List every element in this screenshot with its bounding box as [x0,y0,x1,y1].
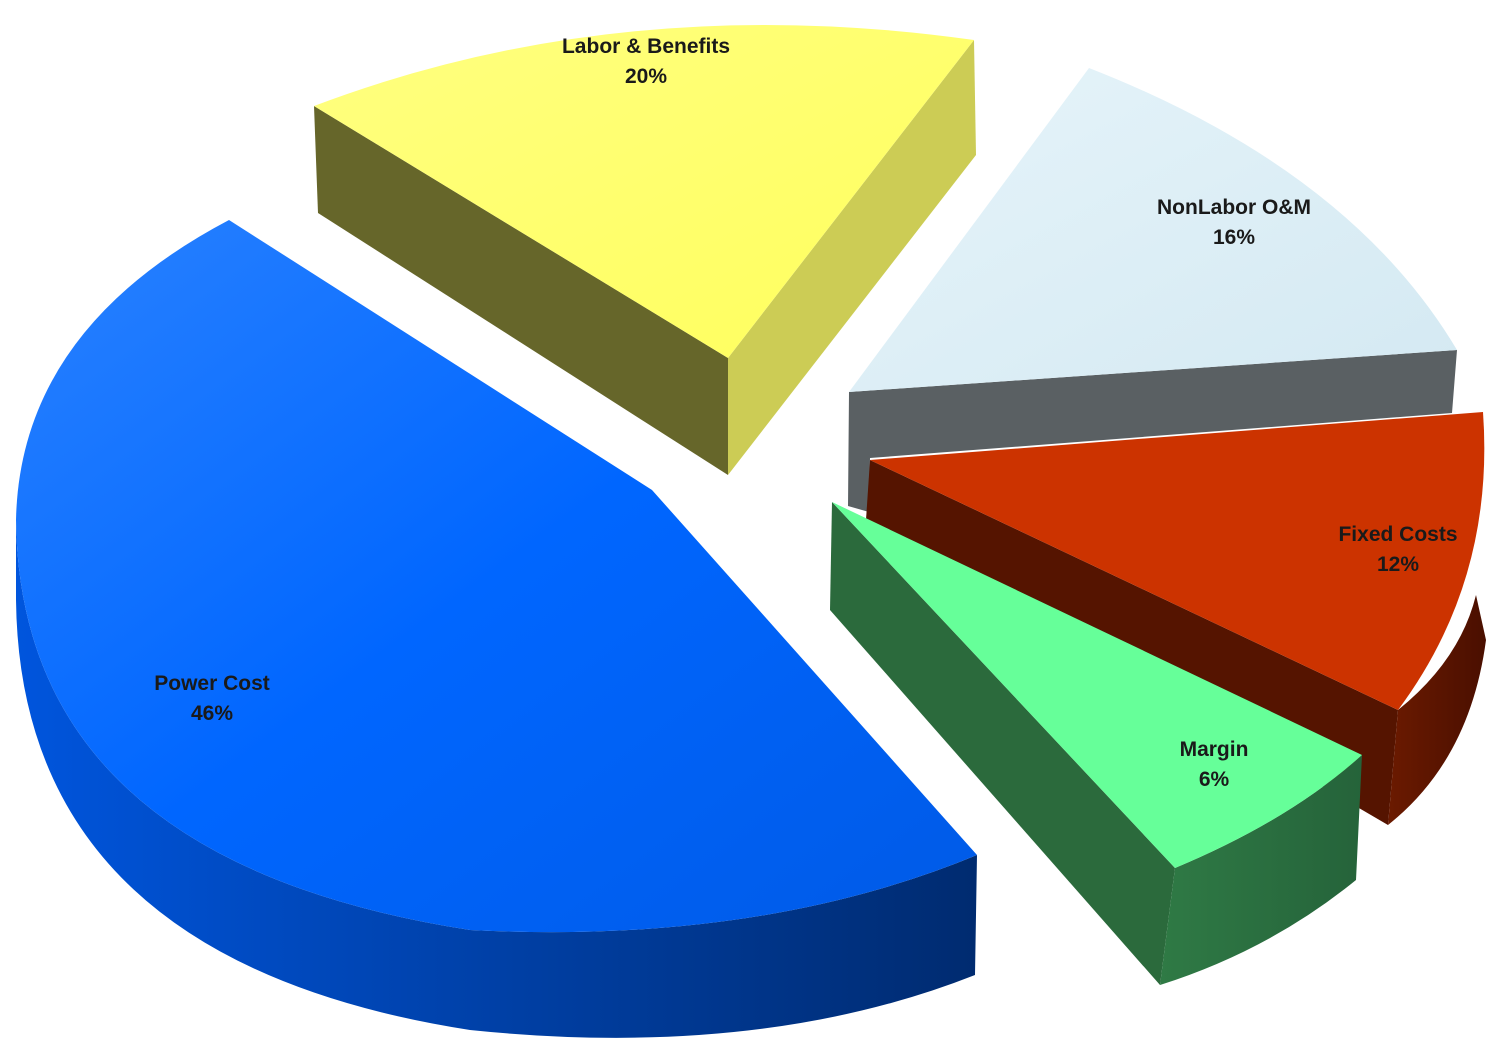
slice-power-cost-label: Power Cost [154,672,270,695]
slice-margin-side-face [1160,755,1362,985]
slice-power-cost: Power Cost 46% [16,220,977,1038]
slice-labor-benefits-top [314,24,974,358]
slice-labor-benefits: Labor & Benefits 20% [314,24,976,475]
slice-nonlabor-om-inner-face [848,350,1457,512]
slice-margin-percent: 6% [1199,768,1230,791]
slice-power-cost-percent: 46% [191,702,233,725]
slice-fixed-costs-side-face [1388,595,1486,825]
slice-power-cost-side-face [16,520,977,1038]
slice-labor-benefits-inner-face [314,106,728,475]
slice-margin: Margin 6% [830,502,1362,985]
slice-margin-inner-face [830,502,1175,985]
slice-nonlabor-om: NonLabor O&M 16% [848,68,1457,512]
slice-power-cost-top [16,220,977,933]
slice-nonlabor-om-top [849,68,1457,392]
slice-margin-label: Margin [1180,738,1249,761]
slice-labor-benefits-side-face [728,40,976,475]
slice-nonlabor-om-label: NonLabor O&M [1157,196,1311,219]
slice-margin-top [832,502,1362,868]
slice-labor-benefits-label: Labor & Benefits [562,35,730,58]
slice-labor-benefits-percent: 20% [625,65,667,88]
slice-nonlabor-om-percent: 16% [1213,226,1255,249]
slice-fixed-costs-label: Fixed Costs [1338,523,1457,546]
slice-fixed-costs-top [870,412,1485,710]
slice-fixed-costs-percent: 12% [1377,553,1419,576]
